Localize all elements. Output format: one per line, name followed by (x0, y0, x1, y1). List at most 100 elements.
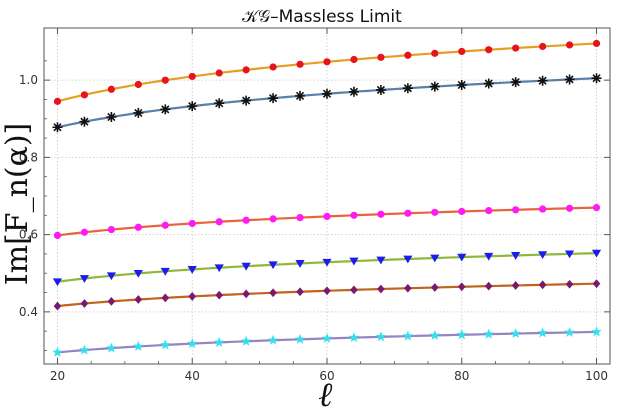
data-point (431, 283, 439, 292)
data-point (295, 260, 305, 268)
data-point (402, 330, 414, 341)
data-point (242, 216, 250, 224)
data-point (269, 215, 277, 223)
data-point (296, 287, 304, 297)
data-point (188, 219, 196, 228)
y-tick-label: 1.0 (19, 73, 38, 87)
data-point (267, 334, 279, 345)
data-point (187, 101, 198, 112)
data-point (214, 264, 224, 273)
data-point (242, 289, 250, 299)
data-point (242, 66, 250, 74)
data-point (133, 340, 144, 351)
data-point (107, 85, 115, 93)
series-n1 (53, 39, 601, 105)
data-point (457, 282, 466, 292)
data-point (134, 223, 142, 231)
series-n4 (52, 249, 602, 287)
data-point (215, 218, 223, 226)
data-point (565, 279, 574, 289)
data-point (485, 206, 493, 215)
data-point (79, 275, 90, 283)
series-n6 (52, 326, 602, 357)
data-point (538, 280, 547, 290)
data-point (294, 333, 306, 344)
data-point (187, 266, 197, 274)
data-point (512, 44, 520, 52)
data-point (429, 329, 441, 340)
data-point (241, 95, 252, 106)
data-point (350, 285, 358, 295)
data-point (404, 209, 412, 217)
data-point (133, 269, 143, 278)
data-point (323, 212, 331, 221)
data-point (349, 257, 359, 266)
data-point (431, 49, 439, 57)
data-point (322, 88, 332, 99)
data-point (160, 267, 170, 276)
data-point (80, 91, 89, 99)
data-point (79, 116, 90, 127)
data-point (538, 251, 548, 260)
data-point (296, 60, 304, 68)
data-point (404, 283, 412, 293)
data-point (591, 249, 602, 258)
data-point (484, 252, 494, 261)
data-point (404, 51, 412, 59)
data-point (376, 256, 386, 265)
y-tick-label: 0.4 (19, 305, 38, 319)
data-point (187, 338, 198, 349)
data-point (539, 205, 547, 213)
data-point (483, 78, 494, 89)
data-point (107, 225, 115, 234)
data-point (592, 39, 601, 48)
x-tick-label: 40 (185, 369, 200, 383)
data-point (52, 346, 63, 357)
series-n2 (52, 73, 602, 133)
data-point (402, 83, 413, 94)
data-point (564, 250, 575, 259)
data-point (591, 73, 602, 84)
data-point (377, 53, 385, 61)
data-point (52, 278, 63, 287)
data-point (133, 107, 144, 118)
data-point (511, 252, 521, 260)
data-point (456, 329, 467, 340)
series-group (52, 39, 602, 357)
x-tick-label: 20 (50, 369, 65, 383)
grid (44, 28, 610, 364)
data-point (350, 211, 358, 219)
data-point (80, 299, 89, 308)
data-point (564, 74, 575, 85)
data-point (215, 69, 223, 77)
data-point (296, 214, 304, 222)
data-point (484, 281, 493, 291)
data-point (565, 41, 574, 49)
data-point (510, 328, 521, 339)
data-point (457, 253, 467, 262)
data-point (160, 339, 171, 350)
data-point (456, 80, 467, 91)
x-axis: 20 40 60 80 100 (50, 28, 608, 383)
data-point (375, 331, 387, 342)
x-axis-label: ℓ (319, 375, 334, 413)
data-point (160, 104, 171, 115)
data-point (241, 262, 251, 271)
data-point (134, 80, 142, 89)
data-point (592, 279, 601, 289)
series-n3 (53, 203, 601, 239)
data-point (323, 286, 331, 296)
data-point (53, 97, 62, 105)
data-point (377, 284, 385, 294)
data-point (485, 46, 493, 54)
data-point (458, 47, 466, 56)
data-point (511, 281, 520, 290)
data-point (430, 254, 440, 263)
data-point (213, 336, 225, 347)
data-point (512, 206, 520, 214)
data-point (323, 58, 331, 66)
data-point (215, 290, 223, 300)
data-point (269, 288, 277, 298)
data-point (322, 258, 332, 267)
data-point (348, 332, 360, 343)
